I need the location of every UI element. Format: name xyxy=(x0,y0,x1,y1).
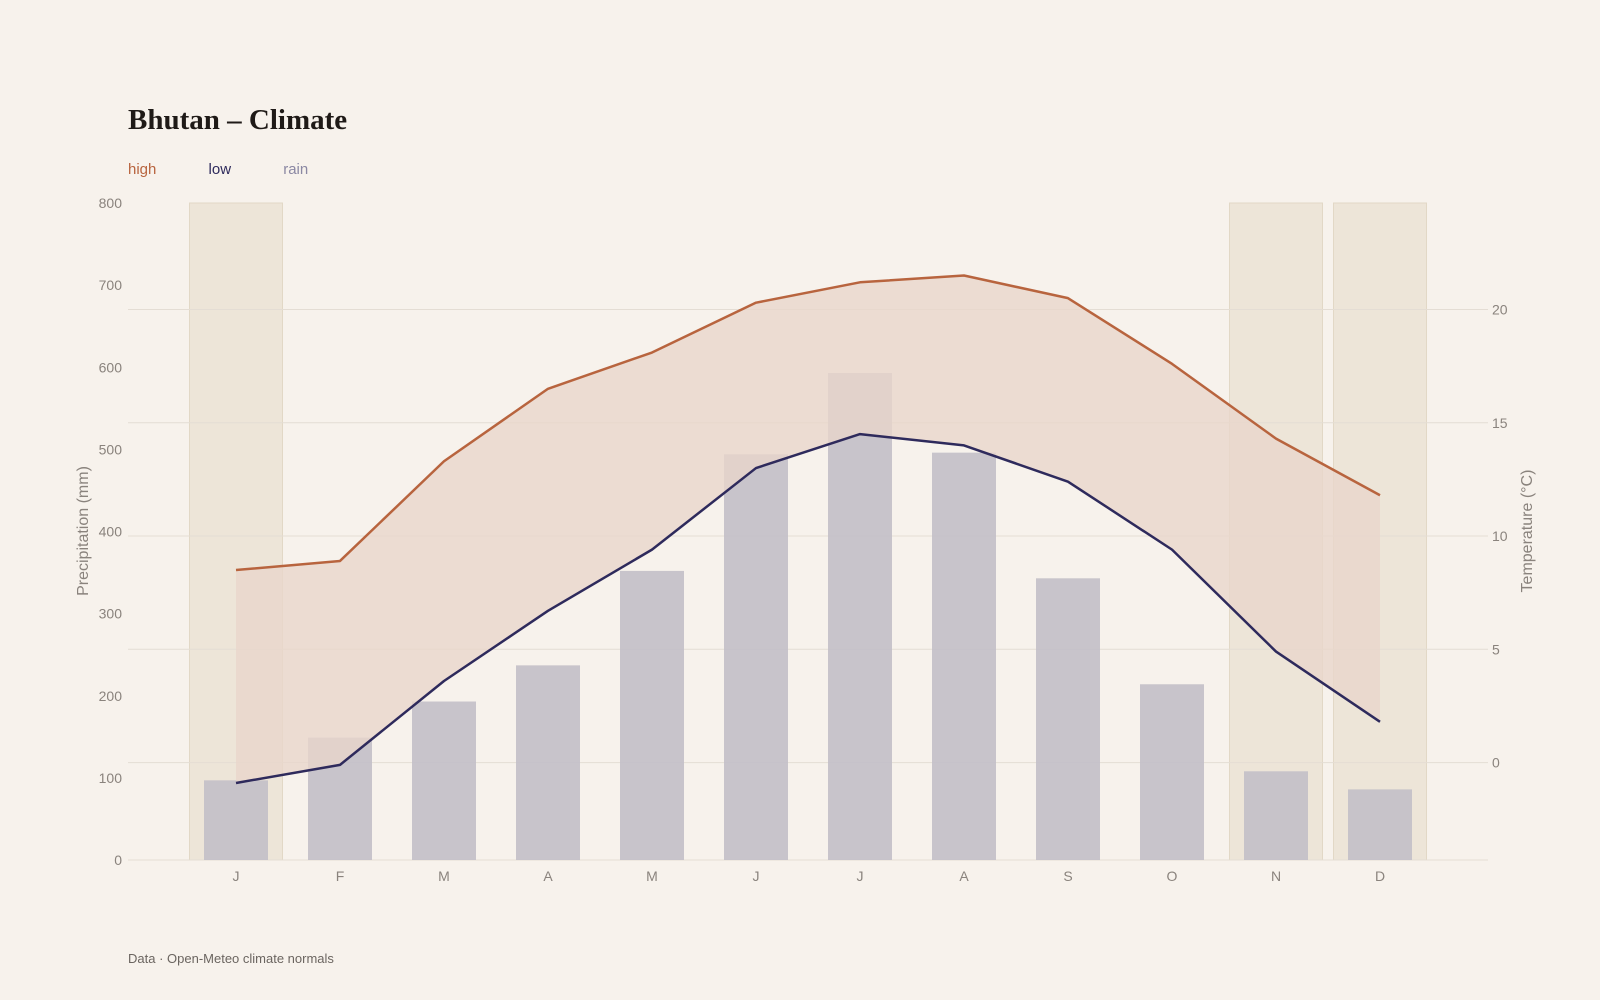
rain-bar xyxy=(620,570,684,860)
left-axis-title: Precipitation (mm) xyxy=(75,466,92,596)
x-tick-label: D xyxy=(1375,868,1385,884)
rain-bar xyxy=(1036,578,1100,860)
legend-rain: rain xyxy=(283,161,309,178)
right-tick-label: 10 xyxy=(1492,528,1508,544)
left-tick-label: 100 xyxy=(99,770,123,786)
low-temp-line xyxy=(235,432,1381,785)
x-tick-label: S xyxy=(1063,868,1072,884)
rain-bar xyxy=(724,454,788,860)
x-tick-label: J xyxy=(233,868,240,884)
legend-high: high xyxy=(128,161,157,178)
rain-bar xyxy=(412,701,476,860)
x-tick-label: F xyxy=(336,868,345,884)
x-tick-label: M xyxy=(438,868,450,884)
legend-low: low xyxy=(208,161,232,178)
left-tick-label: 400 xyxy=(99,524,123,540)
high-temp-line xyxy=(235,274,1381,572)
rain-bar xyxy=(204,780,268,860)
rain-bars xyxy=(204,372,1412,860)
x-tick-label: J xyxy=(857,868,864,884)
rain-bar xyxy=(1140,684,1204,860)
x-tick-label: N xyxy=(1271,868,1281,884)
x-tick-label: J xyxy=(753,868,760,884)
left-tick-label: 300 xyxy=(99,606,123,622)
right-tick-label: 15 xyxy=(1492,415,1508,431)
rain-bar xyxy=(932,452,996,860)
right-tick-label: 20 xyxy=(1492,301,1508,317)
rain-bar xyxy=(1244,771,1308,860)
right-axis-title: Temperature (°C) xyxy=(1519,470,1536,593)
temperature-lines xyxy=(235,274,1381,785)
x-tick-label: A xyxy=(959,868,969,884)
right-tick-label: 5 xyxy=(1492,641,1500,657)
left-tick-label: 800 xyxy=(99,195,123,211)
x-tick-label: O xyxy=(1167,868,1178,884)
left-tick-label: 500 xyxy=(99,441,123,457)
left-tick-label: 600 xyxy=(99,359,123,375)
legend: high low rain xyxy=(128,161,356,178)
left-tick-label: 700 xyxy=(99,277,123,293)
x-tick-label: M xyxy=(646,868,658,884)
rain-bar xyxy=(516,665,580,860)
temp-range-area xyxy=(236,275,1380,783)
left-tick-label: 0 xyxy=(114,852,122,868)
x-tick-label: A xyxy=(543,868,553,884)
rain-bar xyxy=(1348,789,1412,860)
left-tick-label: 200 xyxy=(99,688,123,704)
temperature-band xyxy=(236,275,1380,783)
axes: 0 100 200 300 400 500 600 700 800 0 5 10 15 20 J F M A M J J… xyxy=(75,195,1536,884)
source-footer: Data · Open-Meteo climate normals xyxy=(128,951,334,966)
chart-title: Bhutan – Climate xyxy=(128,104,348,136)
right-tick-label: 0 xyxy=(1492,755,1500,771)
rain-bar xyxy=(828,372,892,860)
